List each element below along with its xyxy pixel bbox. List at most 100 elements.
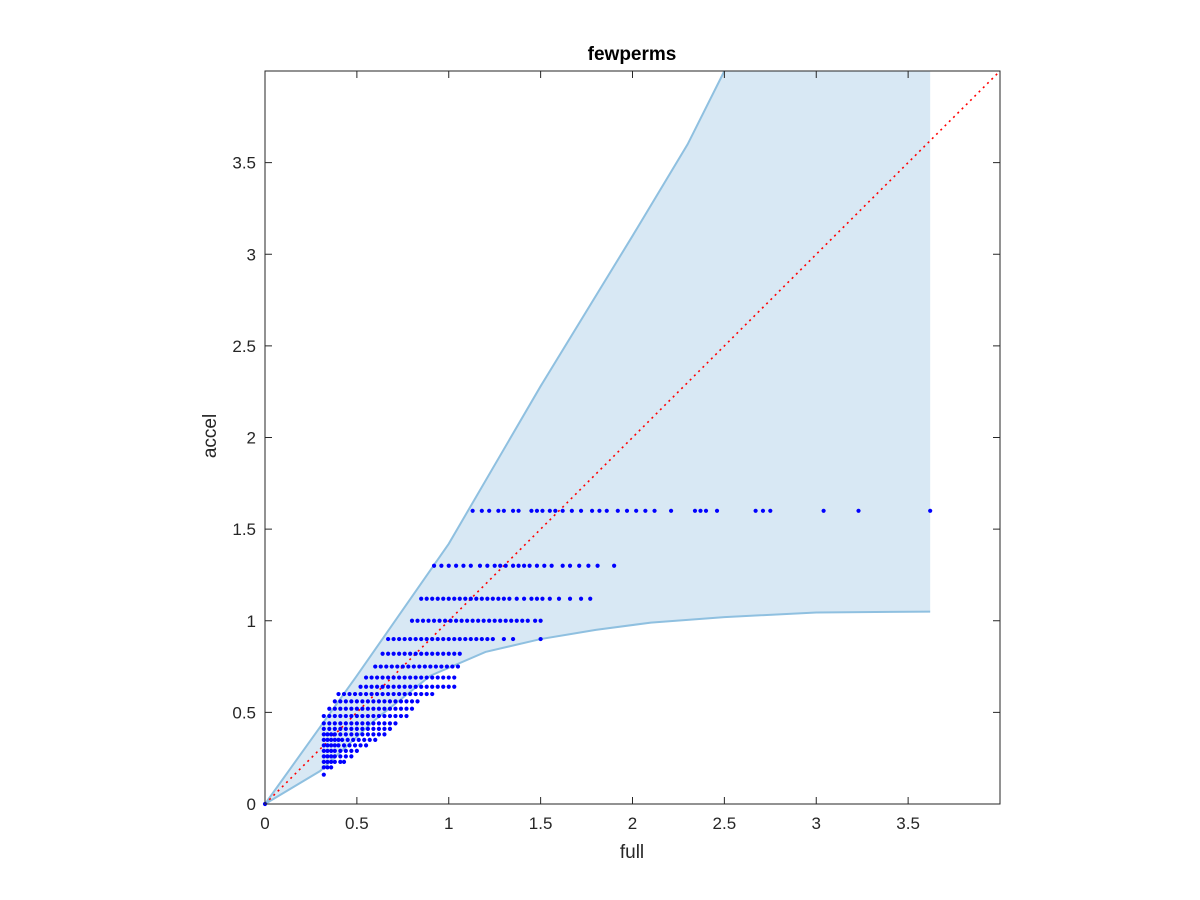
data-point (439, 563, 444, 568)
data-point (343, 713, 348, 719)
data-point (446, 636, 451, 642)
y-tick-label: 3.5 (232, 154, 256, 173)
data-point (521, 563, 527, 568)
data-point (444, 664, 450, 669)
data-point (514, 596, 519, 601)
data-point (387, 706, 393, 711)
data-point (498, 563, 503, 568)
data-point (547, 508, 552, 513)
data-point (386, 684, 391, 689)
data-point (365, 706, 370, 711)
data-point (402, 651, 407, 656)
data-point (360, 721, 365, 726)
data-point (397, 684, 402, 689)
data-point (376, 732, 382, 737)
data-point (349, 721, 354, 726)
data-point (332, 713, 337, 719)
data-point (397, 636, 402, 642)
data-point (363, 684, 369, 689)
data-point (349, 754, 354, 759)
data-point (382, 726, 387, 731)
data-point (465, 618, 470, 623)
data-point (408, 636, 413, 642)
data-point (586, 563, 591, 568)
data-point (547, 596, 552, 601)
data-point (431, 563, 437, 568)
data-point (624, 508, 630, 513)
data-point (457, 651, 462, 656)
data-point (393, 706, 398, 711)
data-point (371, 732, 376, 737)
data-point (327, 721, 332, 726)
data-point (527, 563, 532, 568)
data-point (424, 684, 429, 689)
data-point (354, 699, 359, 704)
data-point (371, 713, 376, 719)
data-point (369, 684, 374, 689)
data-point (349, 748, 354, 753)
data-point (529, 596, 534, 601)
data-point (588, 596, 593, 601)
data-point (578, 596, 584, 601)
data-point (338, 726, 343, 731)
data-point (615, 508, 620, 513)
data-point (325, 754, 330, 759)
data-point (332, 732, 337, 737)
data-point (387, 699, 393, 704)
data-point (343, 706, 348, 711)
data-point (398, 699, 404, 704)
data-point (452, 675, 457, 680)
data-point (329, 732, 334, 737)
data-point (402, 636, 407, 642)
data-point (376, 699, 382, 704)
data-point (567, 563, 573, 568)
data-point (397, 691, 402, 697)
data-point (490, 636, 495, 642)
data-point (538, 618, 543, 623)
data-point (533, 618, 538, 623)
data-point (376, 721, 382, 726)
data-point (698, 508, 703, 513)
data-point (389, 664, 394, 669)
data-point (378, 664, 383, 669)
data-point (856, 508, 861, 513)
data-point (338, 721, 343, 726)
data-point (332, 721, 337, 726)
data-point (577, 563, 582, 568)
data-point (510, 636, 516, 642)
data-point (329, 765, 334, 770)
data-point (442, 618, 448, 623)
data-point (336, 737, 341, 742)
band-fill (265, 71, 931, 804)
data-point (430, 684, 435, 689)
data-point (351, 737, 356, 742)
data-point (332, 754, 337, 759)
data-point (327, 726, 332, 731)
data-point (485, 596, 490, 601)
data-point (703, 508, 709, 513)
data-point (409, 699, 415, 704)
data-point (409, 706, 415, 711)
data-point (329, 748, 334, 753)
data-point (325, 743, 330, 748)
data-point (595, 563, 600, 568)
data-point (397, 675, 402, 680)
data-point (338, 699, 343, 704)
data-point (433, 664, 438, 669)
x-tick-label: 0 (260, 814, 269, 833)
data-point (386, 691, 391, 697)
data-point (336, 691, 341, 697)
data-point (332, 759, 337, 764)
data-point (321, 759, 326, 764)
y-tick-label: 3 (247, 245, 256, 264)
data-point (338, 759, 343, 764)
data-point (365, 721, 370, 726)
data-point (435, 596, 440, 601)
data-point (441, 596, 446, 601)
data-point (413, 675, 418, 680)
data-point (325, 759, 330, 764)
data-point (430, 651, 435, 656)
data-point (409, 618, 415, 623)
data-point (413, 651, 418, 656)
